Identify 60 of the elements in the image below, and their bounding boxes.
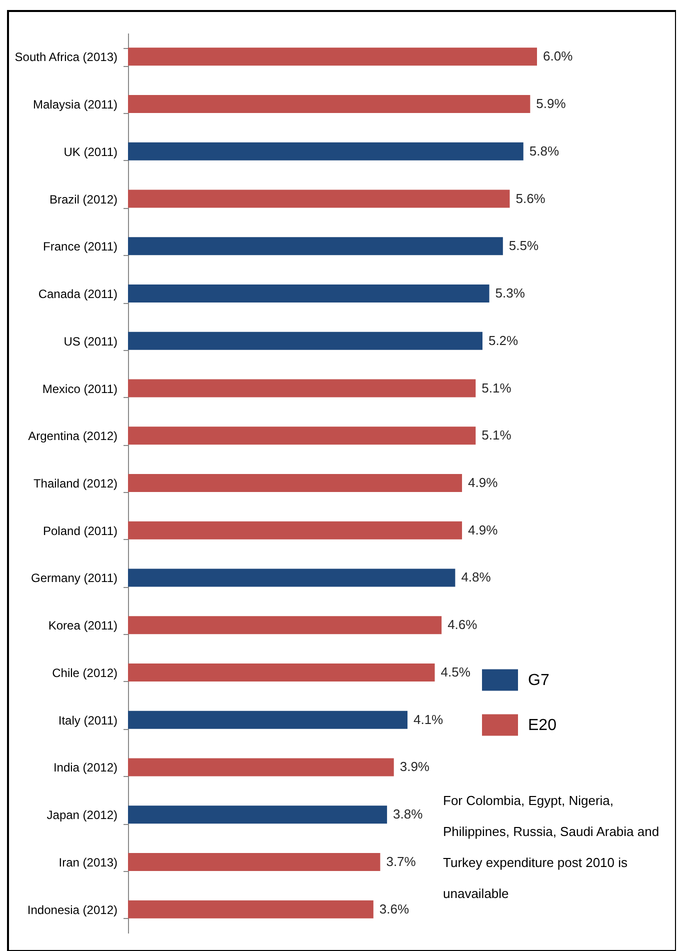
y-tick-label: US (2011) (64, 334, 118, 348)
data-label: 5.5% (508, 238, 539, 254)
y-tick-label: France (2011) (43, 240, 118, 254)
y-tick-label: Canada (2011) (38, 287, 118, 302)
bar (128, 806, 388, 824)
bar (128, 190, 510, 208)
bar (128, 95, 530, 114)
y-tick-label: Argentina (2012) (28, 429, 118, 444)
data-label: 5.8% (529, 143, 560, 158)
data-label: 5.3% (495, 286, 526, 301)
y-tick-label: Iran (2013) (58, 855, 118, 870)
data-label: 3.6% (379, 901, 410, 916)
bar (128, 284, 490, 303)
bar (128, 332, 482, 350)
data-label: 4.5% (440, 664, 471, 680)
bar (128, 663, 435, 682)
data-label: 4.1% (413, 712, 444, 727)
bar (128, 379, 476, 398)
y-tick-label: Chile (2012) (52, 666, 118, 680)
y-tick-label: Germany (2011) (31, 571, 118, 586)
data-label: 5.1% (482, 428, 512, 443)
y-tick-label: India (2012) (53, 760, 118, 775)
bar (128, 710, 408, 729)
data-label: 6.0% (543, 48, 574, 64)
y-tick-label: UK (2011) (64, 144, 118, 159)
y-tick-label: South Africa (2013) (14, 50, 118, 64)
text: For Colombia, Egypt, Nigeria, Philippines, Russia, Saudi Arabia and Turkey expenditure post 2010 is unavailable (443, 793, 660, 901)
bar (128, 474, 462, 492)
data-label: 4.6% (448, 617, 478, 632)
bar (128, 900, 374, 918)
data-label: 4.8% (461, 570, 492, 585)
y-tick-label: Poland (2011) (43, 524, 118, 538)
y-tick-label: Indonesia (2012) (27, 902, 118, 917)
bar (128, 616, 442, 634)
data-label: 5.9% (536, 96, 566, 112)
data-label: 3.7% (386, 854, 416, 869)
y-tick-label: Brazil (2012) (49, 192, 118, 206)
y-tick-label: Mexico (2011) (42, 382, 118, 396)
data-label: 4.9% (468, 475, 498, 490)
bar (128, 568, 456, 587)
data-label: 5.2% (488, 332, 519, 348)
data-label: 4.9% (468, 522, 498, 538)
bar (128, 142, 524, 160)
bar (128, 426, 476, 445)
y-tick-label: Malaysia (2011) (33, 98, 118, 112)
y-tick-label: Italy (2011) (58, 713, 118, 728)
bar (128, 758, 394, 776)
y-tick-label: Japan (2012) (46, 808, 118, 822)
bar (128, 852, 380, 871)
y-tick-label: Korea (2011) (48, 618, 118, 633)
legend-label: E20 (528, 717, 557, 734)
y-tick-label: Thailand (2012) (33, 476, 118, 490)
data-label: 3.8% (393, 806, 424, 822)
data-label: 5.1% (482, 380, 512, 396)
bar (128, 48, 537, 66)
data-label: 5.6% (516, 190, 546, 206)
legend-label: G7 (528, 672, 550, 689)
bar (128, 237, 503, 256)
bar (128, 521, 462, 540)
data-label: 3.9% (400, 759, 430, 774)
